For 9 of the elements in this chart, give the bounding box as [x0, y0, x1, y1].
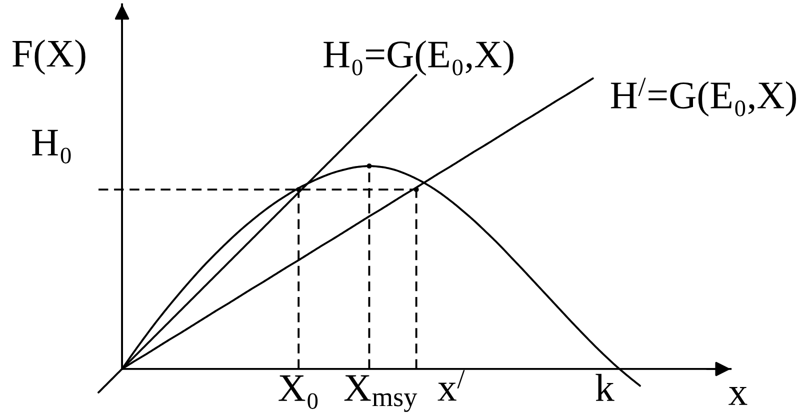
x-axis-title: x: [728, 387, 748, 405]
x-tick-label: k: [596, 374, 614, 401]
x-tick-label: X$_{msy}$: [344, 375, 418, 412]
series-label: H₀=G(E₀,X): [324, 40, 514, 76]
x-tick-label: X₀: [278, 375, 318, 409]
text: H₀: [32, 130, 71, 164]
series-label: H$^{/}$=G(E₀,X): [610, 78, 796, 117]
x-tick-label: x$^{/}$: [438, 370, 465, 401]
y-axis-title: F(X): [12, 39, 86, 75]
